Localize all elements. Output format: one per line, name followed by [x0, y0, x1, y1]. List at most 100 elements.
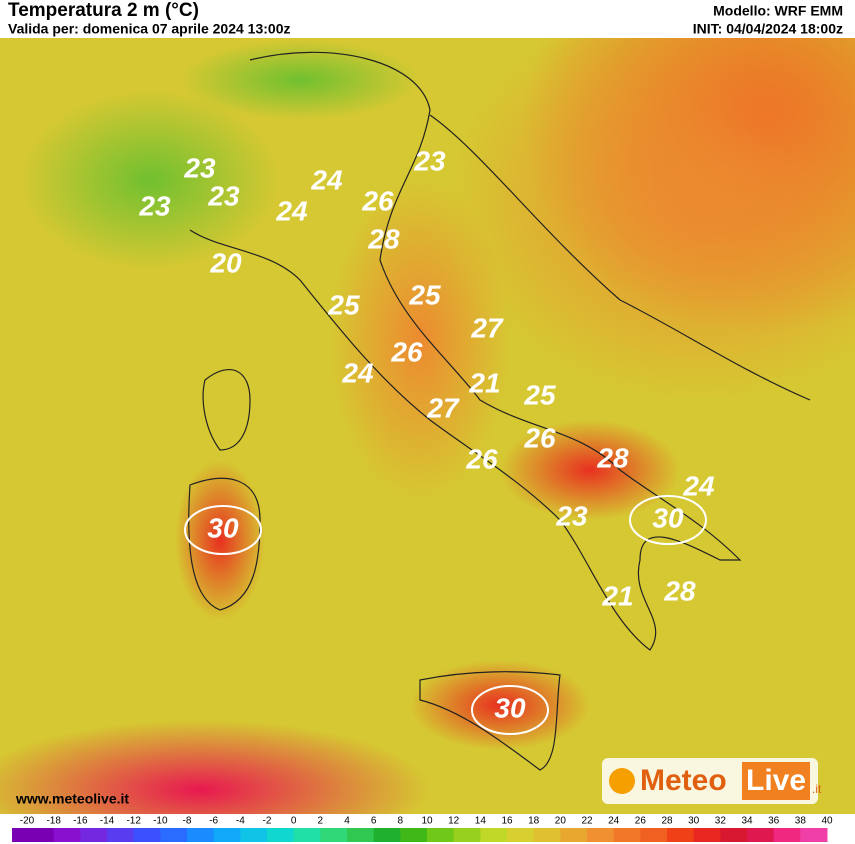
scale-tick-label: 40 — [821, 816, 833, 827]
scale-tick-label: 22 — [581, 816, 593, 827]
scale-cell — [773, 828, 801, 842]
temperature-label: 27 — [426, 392, 460, 423]
scale-cell — [533, 828, 561, 842]
temperature-label: 23 — [138, 190, 171, 221]
scale-cell — [293, 828, 321, 842]
scale-tick-label: 0 — [291, 816, 297, 827]
scale-tick-label: -20 — [20, 816, 35, 827]
temperature-label: 21 — [601, 580, 633, 611]
scale-tick-label: 8 — [398, 816, 404, 827]
scale-cell — [640, 828, 668, 842]
scale-cell — [747, 828, 775, 842]
corsica — [202, 369, 251, 451]
scale-cell — [373, 828, 401, 842]
logo-text: Live — [746, 764, 806, 797]
scale-tick-label: -18 — [46, 816, 61, 827]
header-bar — [0, 0, 855, 38]
balkan-coast — [429, 114, 811, 401]
scale-tick-label: 2 — [318, 816, 324, 827]
scale-cell — [240, 828, 268, 842]
scale-tick-label: -4 — [236, 816, 245, 827]
scale-cell — [453, 828, 481, 842]
temperature-label: 26 — [390, 336, 423, 367]
scale-cell — [613, 828, 641, 842]
cool-area — [180, 40, 420, 120]
temperature-label: 23 — [555, 500, 588, 531]
scale-cell — [27, 828, 55, 842]
temperature-label: 28 — [596, 442, 629, 473]
temperature-label: 27 — [470, 312, 504, 343]
scale-tick-label: 30 — [688, 816, 700, 827]
temperature-label: 25 — [523, 379, 556, 410]
logo-sun — [609, 768, 635, 794]
scale-tick-label: 18 — [528, 816, 540, 827]
scale-cell — [160, 828, 188, 842]
scale-cell — [107, 828, 135, 842]
heat-area — [0, 720, 430, 844]
scale-tick-label: 20 — [555, 816, 567, 827]
scale-tick-label: -8 — [183, 816, 192, 827]
temperature-label: 24 — [310, 164, 343, 195]
temperature-label: 30 — [494, 692, 526, 723]
sicily — [419, 671, 561, 771]
temperature-label: 20 — [209, 247, 242, 278]
scale-cell — [267, 828, 295, 842]
logo-live-bg — [742, 762, 810, 800]
temperature-label: 23 — [413, 145, 446, 176]
scale-cell — [187, 828, 215, 842]
scale-cell — [12, 828, 27, 842]
website: www.meteolive.it — [15, 791, 129, 807]
label-circle — [184, 505, 262, 555]
scale-cell — [320, 828, 348, 842]
heat-area — [450, 0, 855, 400]
scale-tick-label: -12 — [126, 816, 141, 827]
temperature-label: 25 — [327, 289, 360, 320]
temperature-label: 30 — [652, 502, 684, 533]
scale-cell — [800, 828, 828, 842]
heat-area — [175, 460, 265, 620]
scale-tick-label: 14 — [475, 816, 487, 827]
scale-tick-label: 6 — [371, 816, 377, 827]
scale-tick-label: -6 — [209, 816, 218, 827]
scale-tick-label: 26 — [635, 816, 647, 827]
heat-area — [330, 180, 510, 500]
scale-cell — [560, 828, 588, 842]
label-circle — [471, 685, 549, 735]
scale-cell — [667, 828, 695, 842]
valid-time: Valida per: domenica 07 aprile 2024 13:0… — [8, 21, 290, 37]
scale-cell — [400, 828, 428, 842]
heat-area — [500, 420, 680, 520]
scale-tick-label: 32 — [715, 816, 727, 827]
logo-text: Meteo — [640, 764, 727, 797]
temperature-label: 24 — [682, 470, 715, 501]
scale-cell — [507, 828, 535, 842]
temperature-label: 26 — [523, 422, 556, 453]
temperature-label: 25 — [408, 279, 441, 310]
temperature-label: 28 — [663, 575, 696, 606]
scale-cell — [480, 828, 508, 842]
scale-tick-label: 24 — [608, 816, 620, 827]
scale-tick-label: -10 — [153, 816, 168, 827]
scale-cell — [693, 828, 721, 842]
scale-cell — [213, 828, 241, 842]
logo-text: .it — [812, 782, 822, 796]
cool-area — [20, 90, 280, 270]
scale-cell — [80, 828, 108, 842]
scale-cell — [53, 828, 81, 842]
temperature-label: 26 — [361, 185, 394, 216]
scale-tick-label: 16 — [501, 816, 513, 827]
scale-tick-label: 10 — [421, 816, 433, 827]
temperature-label: 23 — [207, 180, 240, 211]
scale-tick-label: 38 — [795, 816, 807, 827]
scale-cell — [427, 828, 455, 842]
scale-tick-label: 12 — [448, 816, 460, 827]
scale-tick-label: -16 — [73, 816, 88, 827]
scale-tick-label: -14 — [100, 816, 115, 827]
scale-tick-label: 4 — [344, 816, 350, 827]
scale-cell — [347, 828, 375, 842]
label-circle — [629, 495, 707, 545]
sardinia — [188, 477, 261, 611]
temperature-label: 21 — [468, 367, 500, 398]
scale-tick-label: 36 — [768, 816, 780, 827]
